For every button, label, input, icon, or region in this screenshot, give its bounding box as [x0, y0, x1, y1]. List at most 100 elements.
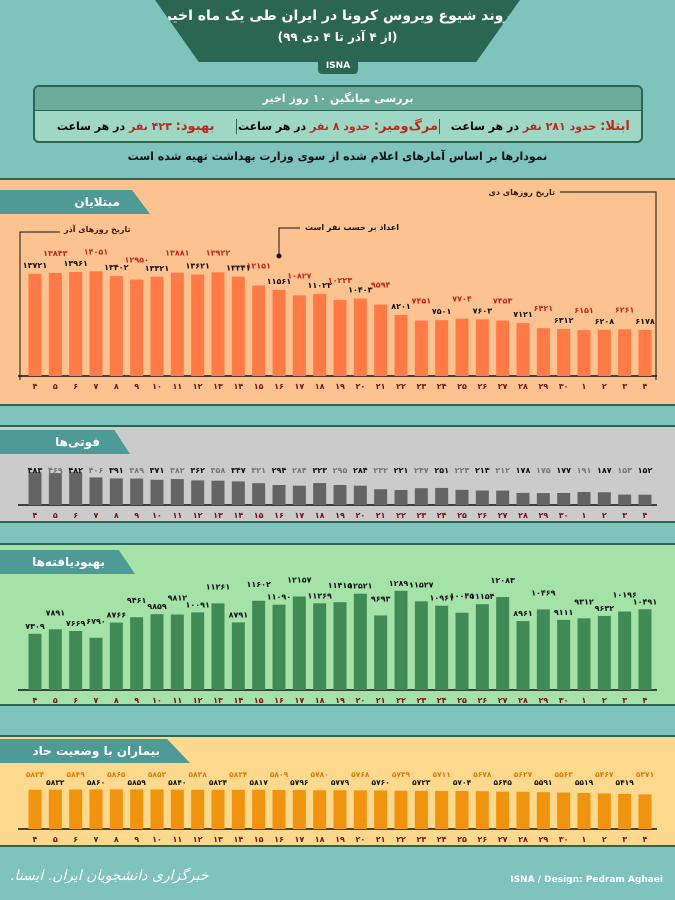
- x-tick-label: ۲۲: [396, 835, 406, 844]
- data-label: ۱۵۲: [638, 466, 653, 475]
- x-tick-label: ۲۷: [498, 511, 508, 520]
- x-tick-label: ۷: [94, 382, 99, 391]
- bar: [272, 604, 286, 690]
- bar: [89, 477, 103, 505]
- data-label: ۷۳۰۹: [25, 622, 45, 631]
- x-tick-label: ۵: [53, 835, 58, 844]
- bar: [292, 295, 306, 376]
- bar: [211, 480, 225, 505]
- bar: [191, 274, 205, 376]
- x-tick-label: ۲۹: [538, 696, 548, 704]
- data-label: ۴۶۹: [48, 466, 63, 475]
- x-tick-label: ۱۳: [213, 382, 223, 391]
- bar: [292, 596, 306, 690]
- bar: [333, 484, 347, 505]
- bar: [516, 322, 530, 376]
- x-tick-label: ۱۳: [213, 835, 223, 844]
- data-label: ۷۴۵۳: [493, 296, 513, 305]
- bar: [597, 329, 611, 376]
- recovered-chart: ۷۳۰۹ ۴ ۷۸۹۱ ۵ ۷۶۶۹ ۶ ۶۷۹۰ ۷ ۸۷۶۶ ۸ ۹۴۶۱ ۹ ۹۸۵۹ ۱۰ ۹۸۱۲…: [18, 575, 657, 705]
- x-tick-label: ۱۱: [172, 696, 182, 704]
- data-label: ۱۲۹۵۰: [124, 256, 148, 265]
- x-tick-label: ۲۹: [538, 511, 548, 520]
- bar: [109, 276, 123, 376]
- data-label: ۱۲۱۵۷: [287, 575, 312, 584]
- data-label: ۱۷۸: [516, 466, 531, 475]
- summary-infection: ابتلا: حدود ۲۸۱ نفر در هر ساعت: [438, 118, 641, 134]
- x-tick-label: ۲۴: [437, 382, 447, 391]
- infections-title: مبتلایان: [0, 190, 150, 214]
- bar: [252, 285, 266, 376]
- data-label: ۵۸۵۲: [148, 770, 167, 779]
- data-label: ۳۶۲: [190, 466, 205, 475]
- x-tick-label: ۱۱: [172, 382, 182, 391]
- x-tick-label: ۱۱: [172, 511, 182, 520]
- data-label: ۳۴۷: [231, 466, 246, 475]
- data-label: ۱۰۸۲۷: [287, 271, 312, 280]
- x-tick-label: ۲۰: [355, 696, 365, 704]
- bar: [455, 791, 469, 829]
- critical-title: بیماران با وضعیت حاد: [0, 739, 190, 763]
- x-tick-label: ۱۲: [193, 511, 203, 520]
- bar: [89, 637, 103, 690]
- x-tick-label: ۱۴: [233, 696, 243, 704]
- x-tick-label: ۹: [134, 696, 139, 704]
- data-label: ۹۸۵۹: [147, 602, 167, 611]
- bar: [414, 601, 428, 690]
- bar: [69, 631, 83, 690]
- bar: [69, 472, 83, 505]
- data-label: ۷۴۵۱: [412, 297, 432, 306]
- x-tick-label: ۳: [622, 835, 627, 844]
- bar: [252, 600, 266, 690]
- x-tick-label: ۱۹: [335, 696, 345, 704]
- data-label: ۵۴۶۷: [595, 770, 614, 779]
- data-label: ۱۳۸۸۱: [165, 249, 189, 258]
- data-label: ۲۱۲: [495, 466, 510, 475]
- data-label: ۱۱۲۶۱: [206, 582, 230, 591]
- data-label: ۱۵۳: [617, 466, 632, 475]
- data-label: ۲۲۳: [455, 466, 470, 475]
- data-label: ۵۸۶۰: [87, 778, 105, 787]
- x-tick-label: ۲۲: [396, 511, 406, 520]
- data-label: ۵۴۱۹: [616, 778, 635, 787]
- bar: [638, 794, 652, 829]
- x-tick-label: ۹: [134, 511, 139, 520]
- data-label: ۳۵۸: [211, 466, 226, 475]
- data-label: ۵۷۹۶: [290, 778, 308, 787]
- x-tick-label: ۱۰: [152, 696, 162, 704]
- bar: [252, 789, 266, 829]
- bar: [414, 320, 428, 376]
- x-tick-label: ۱۵: [254, 835, 264, 844]
- x-tick-label: ۲۰: [355, 511, 365, 520]
- page-title: روند شیوع ویروس کرونا در ایران طی یک ماه…: [163, 8, 512, 24]
- summary-box: بررسی میانگین ۱۰ روز اخیر ابتلا: حدود ۲۸…: [33, 85, 643, 143]
- data-label: ۵۶۷۸: [473, 770, 492, 779]
- bar: [231, 622, 245, 690]
- x-tick-label: ۱۱: [172, 835, 182, 844]
- x-tick-label: ۶: [73, 511, 78, 520]
- x-tick-label: ۴: [643, 511, 648, 520]
- data-label: ۷۶۶۹: [66, 619, 86, 628]
- x-tick-label: ۲۵: [457, 382, 467, 391]
- x-tick-label: ۵: [53, 382, 58, 391]
- bar: [333, 790, 347, 829]
- x-tick-label: ۶: [73, 382, 78, 391]
- data-label: ۱۳۹۲۲: [206, 248, 231, 257]
- data-label: ۱۳۴۰۲: [104, 263, 129, 272]
- bar: [28, 633, 42, 690]
- bar: [618, 329, 632, 376]
- bar: [89, 271, 103, 376]
- bar: [150, 479, 164, 505]
- bar: [435, 790, 449, 829]
- x-tick-label: ۷: [94, 835, 99, 844]
- deaths-panel: فوتی‌ها ۴۸۳ ۴ ۴۶۹ ۵ ۴۸۲ ۶ ۴۰۶ ۷ ۳۹۱ ۸ ۳۸۹ ۹ ۳۷۱ ۱۰ ۳۸۲…: [0, 425, 675, 523]
- data-label: ۵۸۰۹: [270, 770, 289, 779]
- bar: [191, 789, 205, 829]
- azar-label: تاریخ روزهای آذر: [63, 224, 130, 234]
- data-label: ۱۰۴۹۱: [633, 597, 657, 606]
- annotation-pointer: [278, 227, 300, 256]
- data-label: ۲۴۷: [414, 466, 429, 475]
- bar: [536, 792, 550, 829]
- bar: [394, 790, 408, 829]
- x-tick-label: ۱۲: [193, 696, 203, 704]
